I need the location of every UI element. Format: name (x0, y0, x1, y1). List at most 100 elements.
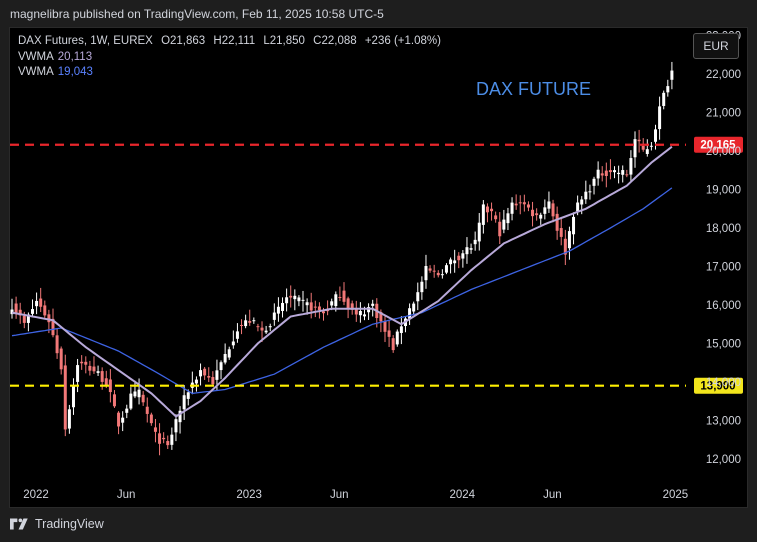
candle (481, 200, 485, 234)
candle-body (252, 320, 256, 322)
candle-body (412, 303, 416, 312)
candle-body (502, 219, 506, 230)
candle-body (51, 318, 55, 336)
candle-body (395, 331, 399, 345)
candle-body (174, 419, 178, 433)
candle-body (453, 260, 457, 264)
candle (531, 201, 535, 227)
candle-body (207, 375, 211, 378)
candle-body (211, 377, 215, 385)
legend-symbol: DAX Futures, 1W, EUREX (18, 35, 153, 47)
footer: TradingView (10, 515, 104, 533)
candle (289, 285, 293, 308)
candle (149, 412, 153, 426)
candle-body (567, 231, 571, 249)
candle (367, 303, 371, 320)
candle (35, 292, 39, 315)
price-axis: 12,000 13,000 14,000 15,000 16,000 17,000 18,0… (706, 31, 741, 466)
candle (391, 335, 395, 353)
candle (551, 199, 555, 223)
candle (203, 366, 207, 380)
candle (145, 397, 149, 423)
candle (309, 292, 313, 319)
vwma1-label: VWMA (18, 50, 54, 63)
candle-body (580, 199, 584, 205)
candle-body (428, 268, 432, 271)
candle (526, 201, 530, 212)
candle (420, 276, 424, 300)
candle-body (641, 145, 645, 150)
candle-body (387, 330, 391, 337)
candle-body (162, 437, 166, 440)
candle-body (432, 270, 436, 272)
candle-body (285, 297, 289, 304)
candle-body (350, 303, 354, 310)
candle-body (276, 306, 280, 314)
candle (518, 195, 522, 215)
candle (240, 319, 244, 335)
candle-body (297, 297, 301, 302)
candle (584, 180, 588, 204)
candle (613, 166, 617, 179)
candle (354, 300, 358, 322)
candle-body (539, 214, 543, 219)
candle-body (149, 414, 153, 424)
time-tick-label: Jun (543, 489, 562, 501)
candle-body (477, 222, 481, 242)
candle-body (658, 106, 662, 130)
candle (350, 300, 354, 315)
candle-body (670, 70, 674, 80)
levels-layer: 20,165 13,900 (10, 136, 743, 394)
candle (162, 432, 166, 444)
candle-body (563, 238, 567, 255)
publisher-caption: magnelibra published on TradingView.com,… (10, 7, 384, 21)
candle (600, 166, 604, 182)
legend-vwma2: VWMA 19,043 (18, 65, 446, 81)
candle (342, 282, 346, 306)
legend-low: L21,850 (263, 35, 305, 47)
candle (555, 206, 559, 240)
candle (617, 165, 621, 184)
candle-body (338, 297, 342, 299)
candle (281, 297, 285, 318)
candle-body (223, 353, 227, 363)
candle (358, 302, 362, 323)
candle-body (485, 206, 489, 213)
candle-body (362, 314, 366, 317)
price-tick-label: 19,000 (706, 185, 741, 197)
currency-button[interactable]: EUR (693, 33, 739, 59)
candle-body (125, 408, 129, 413)
price-tick-label: 18,000 (706, 223, 741, 235)
candle (129, 387, 133, 411)
price-tick-label: 16,000 (706, 300, 741, 312)
candle (490, 202, 494, 221)
moving-averages-layer (11, 145, 673, 418)
candle-body (59, 348, 63, 370)
candle (297, 295, 301, 307)
candle-body (67, 409, 71, 429)
candle-body (96, 371, 100, 373)
candle-body (617, 172, 621, 175)
candle-body (424, 266, 428, 281)
candle (112, 390, 116, 408)
candle-body (18, 309, 22, 316)
candle (666, 79, 670, 97)
candle (231, 330, 235, 349)
candle (588, 184, 592, 200)
price-chart[interactable]: 20,165 13,900 12,000 13,000 14,000 15,000 16,… (10, 28, 747, 507)
candle-body (621, 170, 625, 175)
candle-body (555, 213, 559, 231)
candle (592, 176, 596, 195)
candle (326, 300, 330, 316)
candle (453, 249, 457, 273)
candle-body (289, 295, 293, 298)
candle (522, 194, 526, 212)
candle (153, 418, 157, 443)
candle (194, 376, 198, 392)
candle-body (584, 191, 588, 200)
level-badge-label: 20,165 (700, 140, 736, 152)
candle-body (231, 341, 235, 346)
candle-body (465, 247, 469, 255)
chart-panel[interactable]: 20,165 13,900 12,000 13,000 14,000 15,000 16,… (9, 27, 748, 508)
candle (313, 300, 317, 318)
